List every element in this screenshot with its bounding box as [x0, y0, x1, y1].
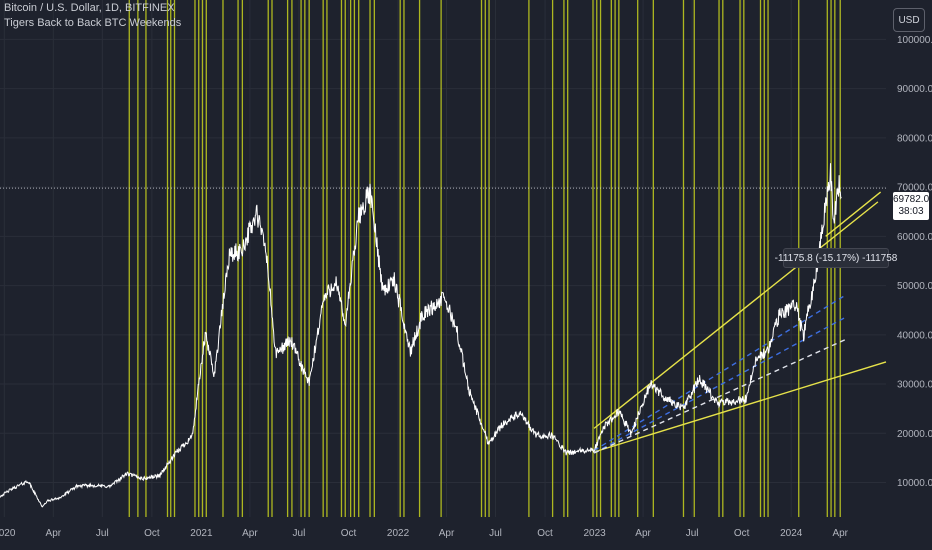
x-tick-label: Jul [293, 528, 306, 539]
trendline [825, 191, 882, 237]
bar-countdown: 38:03 [898, 206, 924, 217]
x-tick-label: 2024 [780, 528, 803, 539]
indicator-name[interactable]: Tigers Back to Back BTC Weekends [4, 17, 182, 29]
vertical-markers [128, 0, 841, 517]
symbol-title: Bitcoin / U.S. Dollar, 1D, BITFINEX [4, 2, 175, 14]
x-tick-label: Apr [635, 528, 651, 539]
trendline [593, 201, 879, 429]
x-tick-label: 2022 [387, 528, 410, 539]
x-tick-label: Oct [734, 528, 750, 539]
current-price-value: 69782.0 [893, 194, 930, 205]
x-tick-label: 2021 [190, 528, 213, 539]
y-tick-label: 10000.0 [897, 478, 932, 489]
x-tick-label: Oct [537, 528, 553, 539]
time-axis[interactable]: 2020 Apr Jul Oct 2021 Apr Jul Oct 2022 Apr Jul Oct 2… [0, 528, 849, 539]
y-tick-label: 40000.0 [897, 330, 932, 341]
x-tick-label: 2020 [0, 528, 16, 539]
y-tick-label: 60000.0 [897, 232, 932, 243]
y-tick-label: 100000.0 [897, 35, 932, 46]
x-tick-label: Apr [439, 528, 455, 539]
grid-lines [0, 0, 886, 517]
x-tick-label: Jul [96, 528, 109, 539]
price-series-line [0, 163, 842, 508]
x-tick-label: 2023 [583, 528, 606, 539]
y-tick-label: 20000.0 [897, 429, 932, 440]
x-tick-label: Apr [832, 528, 848, 539]
current-price-badge: 69782.0 38:03 [893, 192, 929, 220]
y-tick-label: 70000.0 [897, 183, 932, 194]
trendline [593, 361, 887, 453]
measure-tool-label[interactable]: -11175.8 (-15.17%) -111758 [775, 248, 897, 268]
y-tick-label: 90000.0 [897, 84, 932, 95]
currency-button[interactable]: USD [893, 8, 925, 32]
trendline [593, 339, 846, 454]
x-tick-label: Oct [144, 528, 160, 539]
x-tick-label: Jul [686, 528, 699, 539]
x-tick-label: Jul [489, 528, 502, 539]
y-tick-label: 30000.0 [897, 380, 932, 391]
price-axis[interactable]: 10000.0 20000.0 30000.0 40000.0 50000.0 60000… [897, 35, 932, 489]
x-tick-label: Apr [242, 528, 258, 539]
x-tick-label: Oct [341, 528, 357, 539]
y-tick-label: 50000.0 [897, 281, 932, 292]
x-tick-label: Apr [46, 528, 62, 539]
y-tick-label: 80000.0 [897, 133, 932, 144]
